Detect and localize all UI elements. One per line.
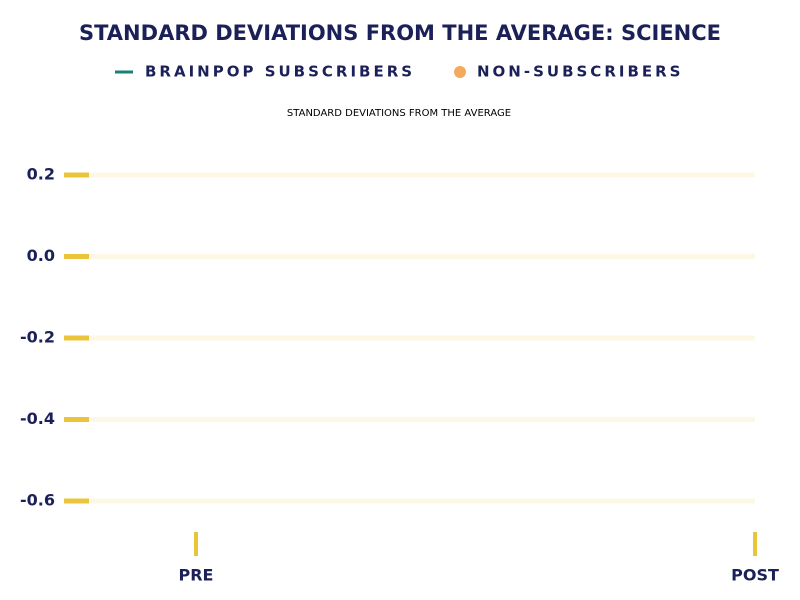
y-tick-label: -0.4 [20,409,55,428]
legend-label: NON-SUBSCRIBERS [477,63,683,81]
legend-label: BRAINPOP SUBSCRIBERS [145,63,415,81]
y-tick-label: -0.6 [20,491,55,510]
y-axis-title: STANDARD DEVIATIONS FROM THE AVERAGE [287,108,511,119]
y-tick-label: -0.2 [20,328,55,347]
chart-title: STANDARD DEVIATIONS FROM THE AVERAGE: SC… [79,21,721,45]
y-tick-label: 0.2 [27,165,55,184]
x-tick-label: POST [731,566,779,585]
x-tick-label: PRE [179,566,214,585]
y-tick-label: 0.0 [27,246,55,265]
legend-marker [454,66,466,78]
